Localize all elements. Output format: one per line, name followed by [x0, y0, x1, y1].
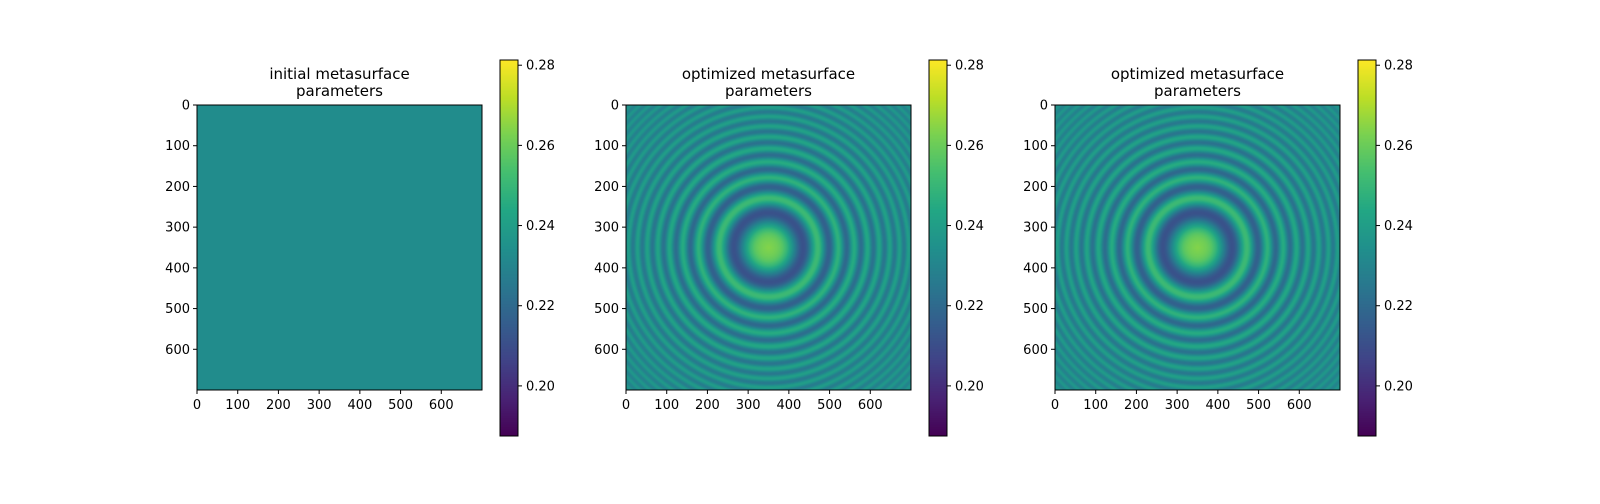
- y-tick-label: 500: [1023, 302, 1048, 317]
- colorbar-frame: [499, 59, 519, 437]
- y-tick-label: 0: [182, 99, 190, 114]
- y-tick-label: 200: [1023, 180, 1048, 195]
- colorbar-tick-label: 0.26: [526, 139, 555, 154]
- y-tick-label: 400: [165, 261, 190, 276]
- x-tick-label: 300: [736, 398, 761, 413]
- y-tick-label: 600: [165, 343, 190, 358]
- y-tick-label: 600: [594, 343, 619, 358]
- y-tick-label: 200: [594, 180, 619, 195]
- y-tick-label: 300: [594, 221, 619, 236]
- y-tick-label: 100: [594, 139, 619, 154]
- x-tick-label: 400: [347, 398, 372, 413]
- x-tick-label: 400: [1205, 398, 1230, 413]
- x-tick-label: 600: [429, 398, 454, 413]
- x-tick-label: 0: [622, 398, 630, 413]
- y-tick-label: 300: [165, 221, 190, 236]
- x-tick-label: 100: [1083, 398, 1108, 413]
- x-tick-label: 200: [266, 398, 291, 413]
- colorbar-tick-label: 0.24: [526, 219, 555, 234]
- colorbar-tick-label: 0.22: [526, 299, 555, 314]
- y-tick-label: 100: [1023, 139, 1048, 154]
- y-tick-label: 0: [1040, 99, 1048, 114]
- x-tick-label: 300: [307, 398, 332, 413]
- colorbar-tick-label: 0.20: [955, 379, 984, 394]
- x-tick-label: 100: [654, 398, 679, 413]
- y-tick-label: 500: [165, 302, 190, 317]
- chart-title-line: initial metasurface: [269, 65, 409, 83]
- x-tick-label: 600: [1287, 398, 1312, 413]
- chart-title-line: parameters: [1154, 82, 1241, 100]
- x-tick-label: 200: [695, 398, 720, 413]
- x-tick-label: 300: [1165, 398, 1190, 413]
- plot-frame: [1054, 104, 1341, 391]
- plot-frame: [196, 104, 483, 391]
- chart-title-line: optimized metasurface: [1111, 65, 1284, 83]
- plot-frame: [625, 104, 912, 391]
- x-tick-label: 100: [225, 398, 250, 413]
- colorbar-tick-label: 0.28: [1384, 59, 1413, 74]
- colorbar-gradient: [929, 60, 947, 436]
- colorbar-tick-label: 0.20: [526, 379, 555, 394]
- colorbar-tick-label: 0.28: [526, 59, 555, 74]
- x-tick-label: 500: [817, 398, 842, 413]
- heatmap-image: [1055, 105, 1340, 390]
- x-tick-label: 500: [388, 398, 413, 413]
- x-tick-label: 500: [1246, 398, 1271, 413]
- y-tick-label: 400: [1023, 261, 1048, 276]
- chart-title-line: parameters: [296, 82, 383, 100]
- y-tick-label: 600: [1023, 343, 1048, 358]
- colorbar-tick-label: 0.24: [955, 219, 984, 234]
- colorbar-tick-label: 0.28: [955, 59, 984, 74]
- colorbar-tick-label: 0.24: [1384, 219, 1413, 234]
- heatmap-image: [197, 105, 482, 390]
- colorbar-gradient: [500, 60, 518, 436]
- colorbar-frame: [1357, 59, 1377, 437]
- colorbar-tick-label: 0.26: [955, 139, 984, 154]
- y-tick-label: 300: [1023, 221, 1048, 236]
- colorbar-frame: [928, 59, 948, 437]
- y-tick-label: 0: [611, 99, 619, 114]
- y-tick-label: 200: [165, 180, 190, 195]
- colorbar-tick-label: 0.22: [955, 299, 984, 314]
- x-tick-label: 200: [1124, 398, 1149, 413]
- y-tick-label: 400: [594, 261, 619, 276]
- x-tick-label: 600: [858, 398, 883, 413]
- chart-title-line: optimized metasurface: [682, 65, 855, 83]
- colorbar-gradient: [1358, 60, 1376, 436]
- x-tick-label: 0: [1051, 398, 1059, 413]
- y-tick-label: 100: [165, 139, 190, 154]
- chart-title-line: parameters: [725, 82, 812, 100]
- x-tick-label: 400: [776, 398, 801, 413]
- x-tick-label: 0: [193, 398, 201, 413]
- y-tick-label: 500: [594, 302, 619, 317]
- colorbar-tick-label: 0.20: [1384, 379, 1413, 394]
- heatmap-image: [626, 105, 911, 390]
- colorbar-tick-label: 0.26: [1384, 139, 1413, 154]
- colorbar-tick-label: 0.22: [1384, 299, 1413, 314]
